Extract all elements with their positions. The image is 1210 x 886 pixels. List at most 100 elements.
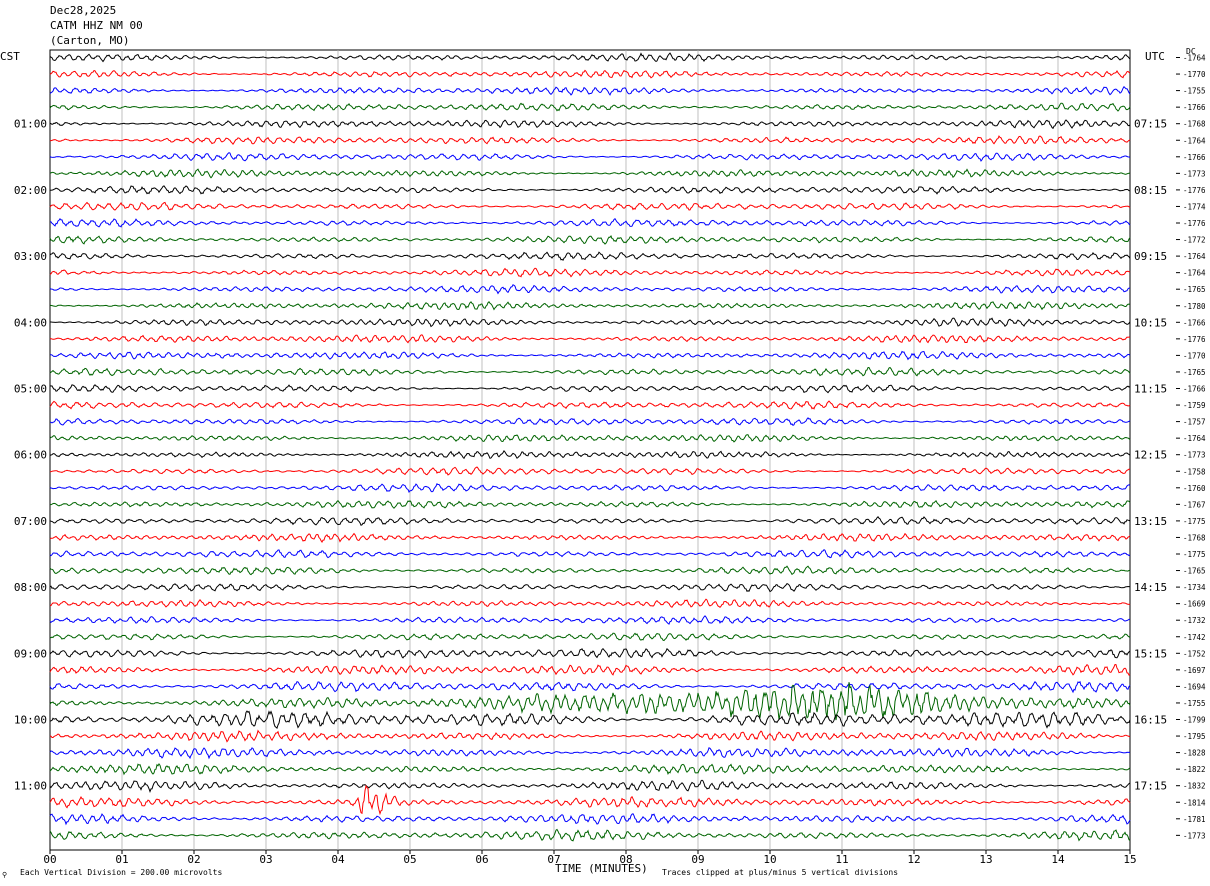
- dc-offset-label: -1764: [1183, 252, 1206, 261]
- dc-offset-label: -1799: [1183, 716, 1206, 725]
- left-hour-label: 09:00: [14, 647, 47, 660]
- seismic-trace: [49, 598, 1131, 608]
- dc-offset-label: -1766: [1183, 385, 1206, 394]
- seismic-trace: [49, 663, 1131, 676]
- dc-offset-label: -1757: [1183, 418, 1206, 427]
- dc-offset-label: -1776: [1183, 219, 1206, 228]
- seismic-trace: [49, 234, 1131, 245]
- dc-offset-label: -1832: [1183, 782, 1206, 791]
- dc-offset-label: -1766: [1183, 318, 1206, 327]
- x-tick-label: 07: [547, 853, 560, 866]
- dc-offset-label: -1781: [1183, 815, 1206, 824]
- seismic-trace: [50, 350, 1131, 361]
- x-tick-label: 01: [115, 853, 128, 866]
- left-hour-label: 04:00: [14, 316, 47, 329]
- seismic-trace: [49, 301, 1131, 311]
- x-tick-label: 06: [475, 853, 488, 866]
- seismic-trace: [49, 69, 1131, 79]
- seismic-trace: [49, 284, 1131, 295]
- right-hour-label: 09:15: [1134, 250, 1167, 263]
- dc-offset-label: -1773: [1183, 169, 1206, 178]
- seismic-trace: [49, 201, 1131, 211]
- seismic-trace: [49, 185, 1131, 195]
- x-tick-label: 13: [979, 853, 992, 866]
- dc-column-label: DC: [1186, 47, 1196, 56]
- seismic-trace: [49, 267, 1131, 278]
- dc-offset-label: -1760: [1183, 484, 1206, 493]
- seismic-trace: [49, 682, 1131, 721]
- x-tick-label: 09: [691, 853, 704, 866]
- x-tick-label: 08: [619, 853, 632, 866]
- seismic-trace: [49, 762, 1131, 776]
- dc-offset-label: -1767: [1183, 500, 1206, 509]
- right-hour-label: 10:15: [1134, 316, 1167, 329]
- right-timezone-label: UTC: [1145, 50, 1165, 63]
- right-hour-label: 11:15: [1134, 383, 1167, 396]
- right-hour-label: 14:15: [1134, 581, 1167, 594]
- seismic-trace: [50, 417, 1131, 426]
- seismic-trace: [49, 680, 1131, 694]
- dc-offset-label: -1764: [1183, 269, 1206, 278]
- right-hour-label: 17:15: [1134, 780, 1167, 793]
- dc-offset-label: -1776: [1183, 335, 1206, 344]
- seismic-trace: [49, 52, 1131, 63]
- seismic-trace: [49, 366, 1131, 377]
- seismic-trace: [49, 334, 1131, 344]
- dc-offset-label: -1768: [1183, 533, 1206, 542]
- seismic-trace: [49, 549, 1131, 559]
- right-hour-label: 12:15: [1134, 449, 1167, 462]
- dc-offset-label: -1732: [1183, 616, 1206, 625]
- seismic-trace: [49, 434, 1131, 443]
- dc-offset-label: -1755: [1183, 87, 1206, 96]
- seismic-trace: [49, 102, 1131, 112]
- left-hour-label: 03:00: [14, 250, 47, 263]
- seismic-trace: [49, 135, 1131, 146]
- seismic-trace: [49, 85, 1131, 96]
- seismic-trace: [49, 482, 1131, 494]
- x-tick-label: 00: [43, 853, 56, 866]
- seismic-trace: [49, 615, 1131, 625]
- x-tick-label: 04: [331, 853, 345, 866]
- dc-offset-label: -1697: [1183, 666, 1206, 675]
- dc-offset-label: -1669: [1183, 600, 1206, 609]
- seismic-trace: [49, 813, 1131, 826]
- seismic-trace: [49, 532, 1131, 543]
- right-hour-label: 13:15: [1134, 515, 1167, 528]
- dc-offset-label: -1780: [1183, 302, 1206, 311]
- logo-mark: ⚲: [2, 871, 8, 879]
- seismic-trace: [49, 779, 1131, 793]
- dc-offset-label: -1774: [1183, 202, 1206, 211]
- dc-offset-label: -1764: [1183, 54, 1206, 63]
- header-date: Dec28,2025: [50, 4, 117, 17]
- dc-offset-label: -1766: [1183, 153, 1206, 162]
- right-hour-label: 15:15: [1134, 647, 1167, 660]
- seismic-trace: [49, 168, 1131, 179]
- dc-offset-label: -1764: [1183, 434, 1206, 443]
- seismic-trace: [49, 565, 1131, 576]
- seismic-trace: [49, 632, 1131, 642]
- dc-offset-label: -1765: [1183, 567, 1206, 576]
- dc-offset-label: -1773: [1183, 451, 1206, 460]
- left-hour-label: 06:00: [14, 449, 47, 462]
- right-hour-label: 07:15: [1134, 118, 1167, 131]
- left-hour-label: 05:00: [14, 383, 47, 396]
- seismic-trace: [49, 648, 1131, 659]
- left-hour-label: 10:00: [14, 714, 47, 727]
- right-hour-label: 08:15: [1134, 184, 1167, 197]
- plot-frame: [49, 49, 1131, 851]
- seismic-trace: [49, 400, 1131, 410]
- right-hour-label: 16:15: [1134, 714, 1167, 727]
- left-hour-label: 07:00: [14, 515, 47, 528]
- seismic-trace: [49, 119, 1131, 130]
- dc-offset-label: -1775: [1183, 550, 1206, 559]
- left-hour-label: 02:00: [14, 184, 47, 197]
- division-note: Each Vertical Division = 200.00 microvol…: [20, 868, 223, 877]
- header: Dec28,2025 CATM HHZ NM 00 (Carton, MO): [50, 3, 143, 48]
- dc-offset-label: -1770: [1183, 70, 1206, 79]
- header-station: CATM HHZ NM 00: [50, 19, 143, 32]
- dc-offset-label: -1766: [1183, 103, 1206, 112]
- dc-offset-label: -1765: [1183, 285, 1206, 294]
- x-tick-label: 12: [907, 853, 920, 866]
- dc-offset-label: -1773: [1183, 831, 1206, 840]
- dc-offset-label: -1814: [1183, 798, 1206, 807]
